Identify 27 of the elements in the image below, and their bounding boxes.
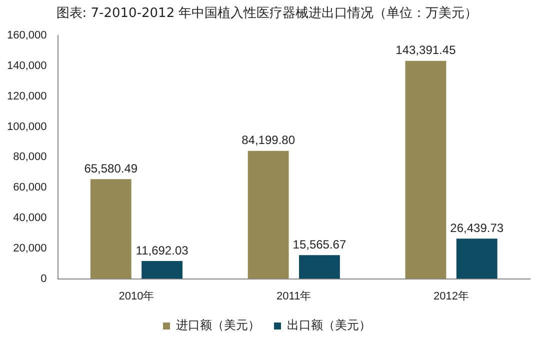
data-label: 143,391.45 [396,43,456,58]
y-tick-label: 160,000 [6,30,47,42]
data-label: 84,199.80 [242,133,296,148]
bar [298,255,340,279]
y-tick-label: 100,000 [6,120,47,133]
data-label: 26,439.73 [450,220,504,235]
bar [90,179,132,279]
y-tick-label: 140,000 [6,60,47,72]
y-tick-label: 0 [40,272,47,285]
chart-title: 图表: 7-2010-2012 年中国植入性医疗器械进出口情况（单位：万美元） [56,5,478,22]
y-tick-label: 60,000 [13,182,47,194]
data-label: 65,580.49 [84,161,138,176]
x-tick-label: 2012年 [434,290,470,302]
bar [142,261,183,279]
y-tick-label: 20,000 [13,242,47,254]
legend-label: 出口额（美元） [287,318,371,332]
bar [456,238,498,279]
legend-label: 进口额（美元） [176,318,260,332]
data-label: 15,565.67 [292,237,346,252]
bar [248,150,289,279]
data-label: 11,692.03 [136,243,189,258]
bar [405,60,446,279]
x-tick-label: 2011年 [276,290,312,302]
y-tick-label: 40,000 [13,212,47,224]
y-tick-label: 80,000 [13,151,47,164]
x-tick-label: 2010年 [118,290,154,302]
y-tick-label: 120,000 [6,90,47,102]
